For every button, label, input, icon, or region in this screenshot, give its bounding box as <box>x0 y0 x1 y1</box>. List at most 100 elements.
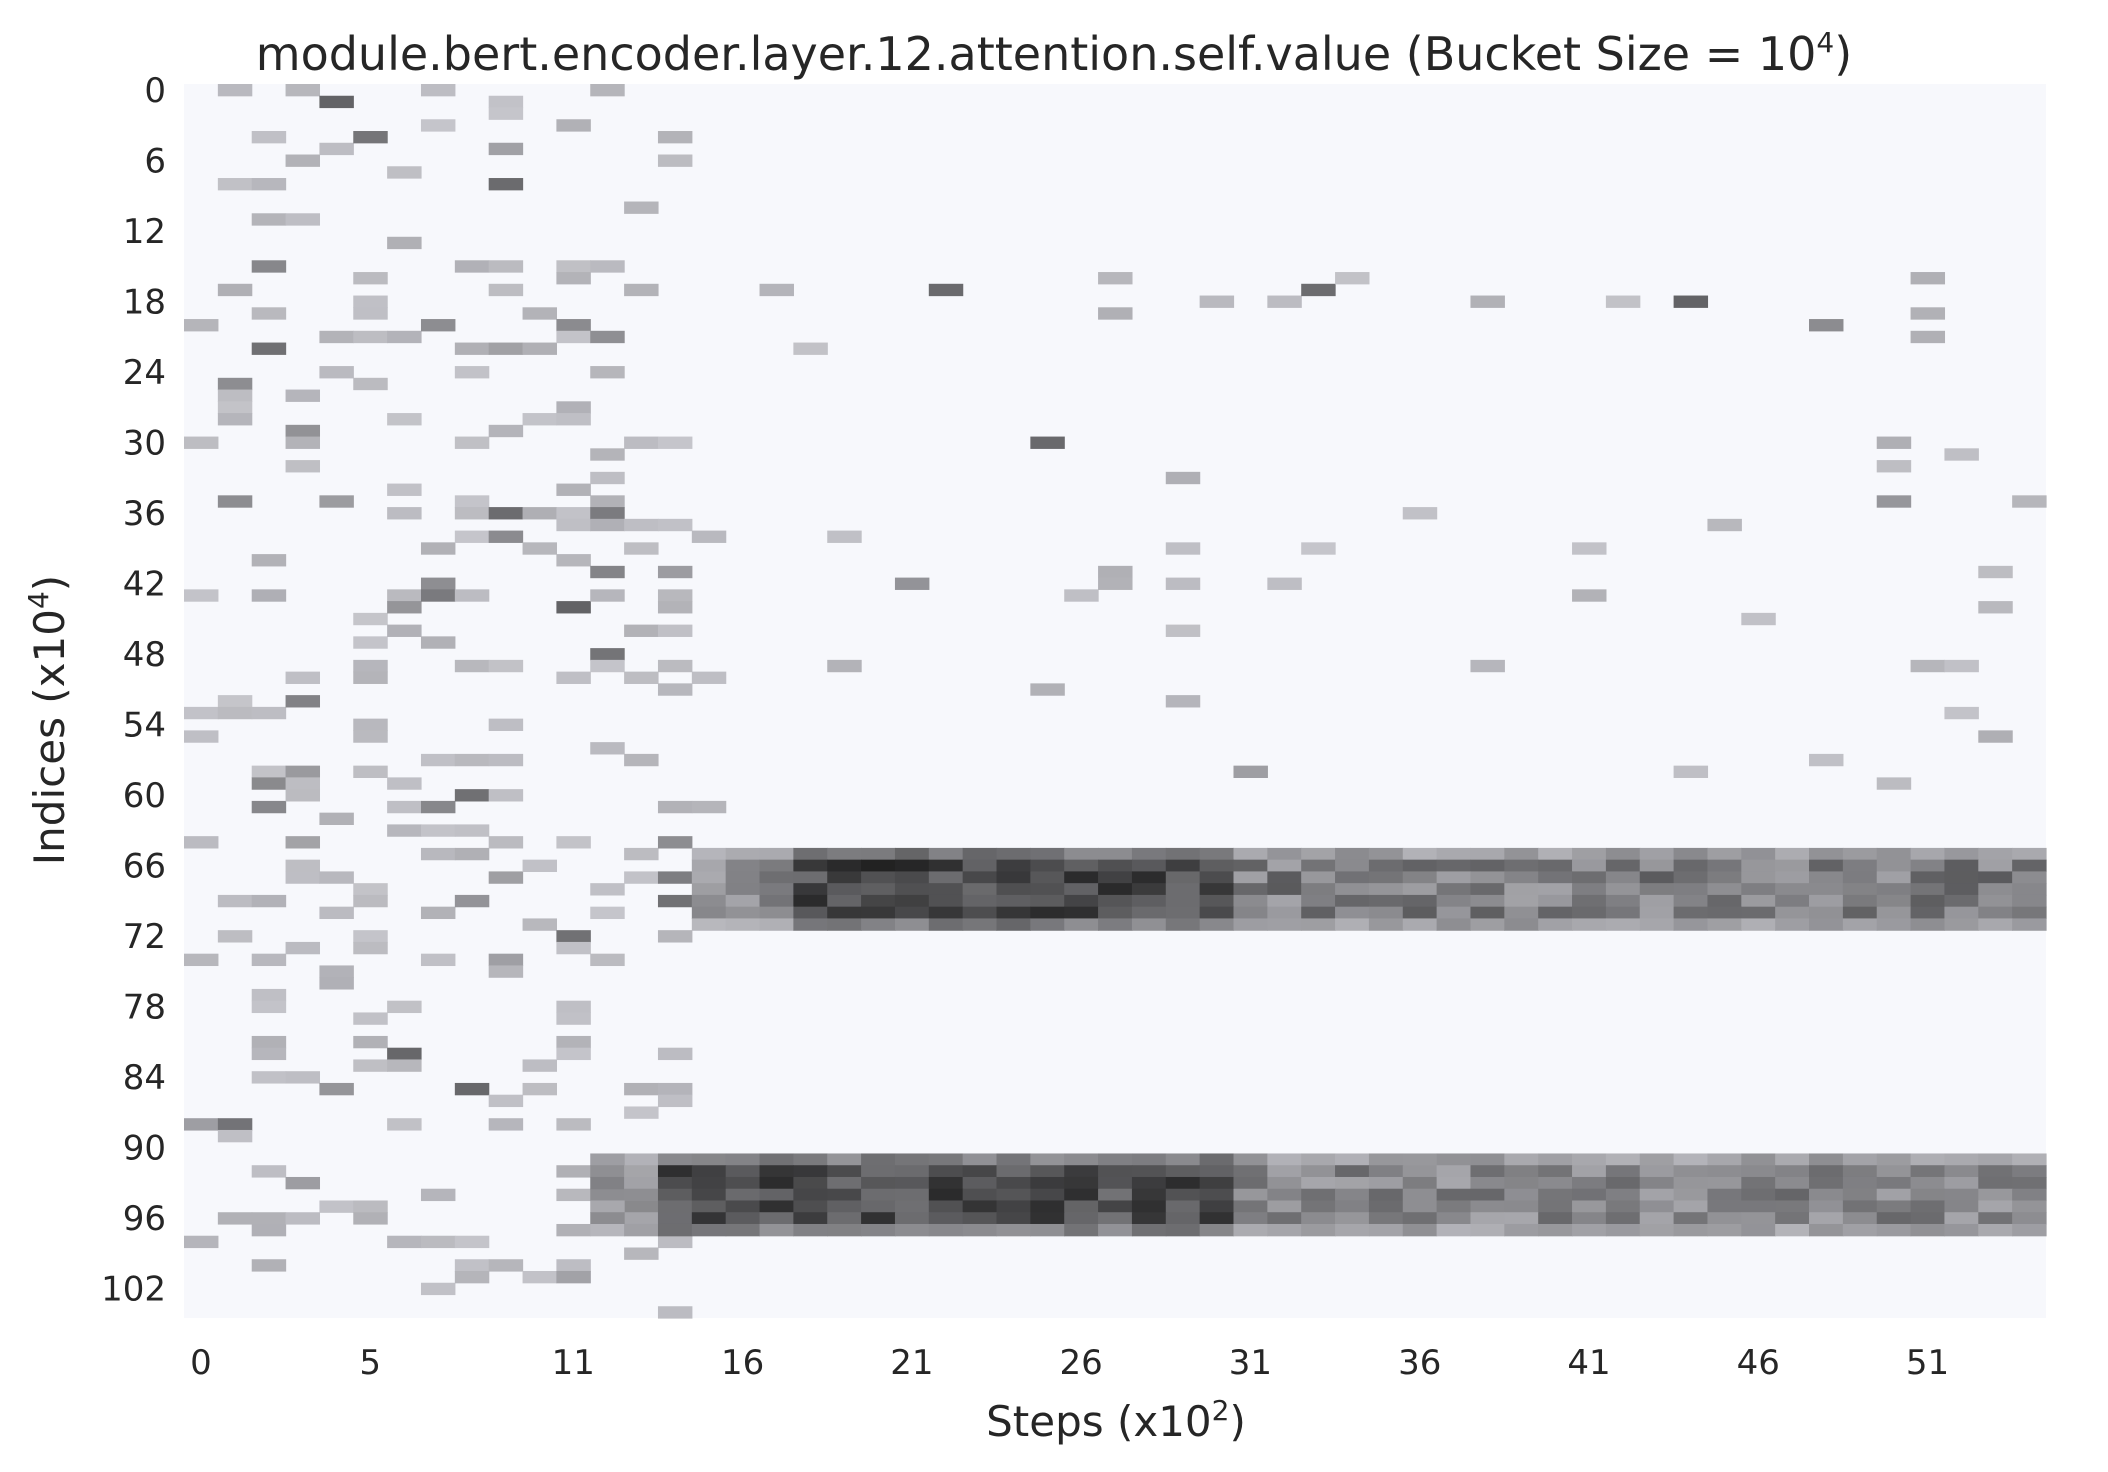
heatmap-cell <box>1775 883 1810 896</box>
heatmap-cell <box>488 836 524 849</box>
heatmap-cell <box>387 483 422 496</box>
heatmap-cell <box>1368 1200 1404 1213</box>
heatmap-cell <box>1165 1212 1201 1225</box>
heatmap-cell <box>251 213 287 226</box>
heatmap-cell <box>184 1235 219 1249</box>
heatmap-cell <box>2012 1200 2047 1213</box>
heatmap-cell <box>1605 859 1641 873</box>
heatmap-cell <box>251 589 287 602</box>
heatmap-cell <box>1741 1153 1776 1166</box>
heatmap-cell <box>793 1200 828 1213</box>
heatmap-cell <box>962 906 998 920</box>
heatmap-cell <box>1233 906 1268 920</box>
heatmap-cell <box>996 894 1031 908</box>
heatmap-cell <box>1199 906 1235 920</box>
heatmap-cell <box>827 894 862 908</box>
heatmap-cell <box>454 753 490 767</box>
heatmap-cell <box>1504 1165 1539 1178</box>
heatmap-cell <box>1030 918 1065 931</box>
heatmap-cell <box>1335 871 1370 884</box>
heatmap-cell <box>894 1176 930 1190</box>
heatmap-cell <box>1910 1176 1946 1190</box>
heatmap-cell <box>1301 883 1336 896</box>
heatmap-cell <box>996 883 1031 896</box>
heatmap-cell <box>1978 1153 2013 1166</box>
heatmap-cell <box>1301 871 1336 884</box>
heatmap-cell <box>556 1047 591 1061</box>
heatmap-cell <box>590 953 625 967</box>
heatmap-cell <box>861 883 896 896</box>
heatmap-cell <box>420 824 456 837</box>
heatmap-cell <box>1030 847 1065 861</box>
heatmap-cell <box>1944 1153 1979 1166</box>
heatmap-cell <box>894 1212 930 1225</box>
heatmap-cell <box>1470 847 1505 861</box>
heatmap-cell <box>1639 1176 1675 1190</box>
heatmap-cell <box>1673 1176 1709 1190</box>
heatmap-cell <box>1673 1212 1709 1225</box>
heatmap-cell <box>928 918 964 931</box>
heatmap-cell <box>1165 1153 1201 1166</box>
heatmap-cell <box>894 1153 930 1166</box>
heatmap-cell <box>1605 883 1641 896</box>
x-tick-labels: 0 5 11 16 21 26 31 36 41 46 51 <box>190 1343 1949 1383</box>
heatmap-cell <box>184 836 219 849</box>
heatmap-cell <box>1572 1212 1607 1225</box>
heatmap-cell <box>1538 1200 1573 1213</box>
heatmap-cell <box>1335 1165 1370 1178</box>
heatmap-cell <box>759 1212 794 1225</box>
heatmap-cell <box>1098 307 1133 320</box>
y-axis-label: Indices (x104) <box>22 575 74 865</box>
heatmap-cell <box>657 1165 693 1178</box>
heatmap-cell <box>1707 1200 1742 1213</box>
heatmap-cell <box>1402 1165 1438 1178</box>
heatmap-cell <box>1064 589 1099 602</box>
heatmap-cell <box>725 1188 761 1202</box>
heatmap-cell <box>1470 906 1505 920</box>
heatmap-cell <box>1775 1188 1810 1202</box>
heatmap-cell <box>1572 1200 1607 1213</box>
heatmap-cell <box>353 941 388 955</box>
heatmap-cell <box>894 1165 930 1178</box>
heatmap-cell <box>827 859 862 873</box>
heatmap-cell <box>657 1223 693 1237</box>
heatmap-cell <box>657 131 693 144</box>
heatmap-cell <box>1098 1212 1133 1225</box>
heatmap-cell <box>353 671 388 684</box>
heatmap-cell <box>488 753 524 767</box>
heatmap-cell <box>590 1212 625 1225</box>
heatmap-cell <box>1131 894 1167 908</box>
heatmap-cell <box>420 119 456 132</box>
heatmap-cell <box>454 1270 490 1284</box>
heatmap-cell <box>1504 894 1539 908</box>
heatmap-cell <box>420 1282 456 1296</box>
heatmap-cell <box>657 930 693 943</box>
heatmap-cell <box>353 1012 388 1025</box>
heatmap-cell <box>1131 906 1167 920</box>
heatmap-cell <box>657 836 693 849</box>
heatmap-cell <box>725 859 761 873</box>
heatmap-cell <box>420 906 456 920</box>
heatmap-cell <box>1233 1176 1268 1190</box>
heatmap-cell <box>928 1165 964 1178</box>
heatmap-cell <box>1368 918 1404 931</box>
heatmap-cell <box>1098 577 1133 590</box>
heatmap-cell <box>285 1212 321 1225</box>
heatmap-cell <box>657 1188 693 1202</box>
heatmap-cell <box>251 1259 287 1272</box>
heatmap-cell <box>1335 859 1370 873</box>
heatmap-cell <box>217 413 253 426</box>
heatmap-cell <box>556 836 591 849</box>
heatmap-cell <box>1436 1200 1472 1213</box>
heatmap-cell <box>827 1188 862 1202</box>
heatmap-cell <box>454 824 490 837</box>
heatmap-cell <box>1335 906 1370 920</box>
heatmap-cell <box>1809 883 1844 896</box>
heatmap-cell <box>1402 871 1438 884</box>
heatmap-cell <box>1436 883 1472 896</box>
heatmap-cell <box>1876 871 1912 884</box>
heatmap-cell <box>1809 1153 1844 1166</box>
heatmap-cell <box>1944 871 1979 884</box>
heatmap-cell <box>556 1165 591 1178</box>
x-tick-label: 36 <box>1398 1343 1441 1383</box>
